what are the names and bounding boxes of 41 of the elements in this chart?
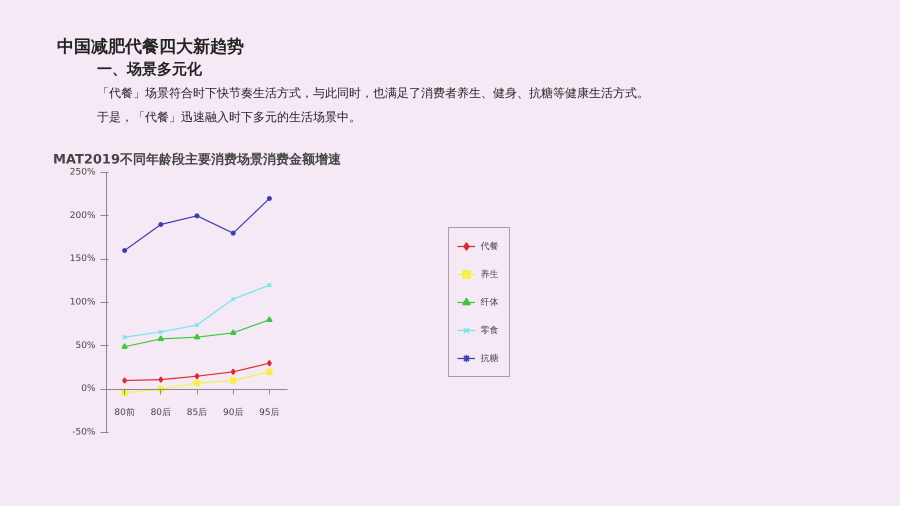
chart-title: MAT2019不同年龄段主要消费场景消费金额增速: [52, 152, 342, 168]
y-tick-label: 100%: [70, 298, 96, 308]
x-tick-label: 95后: [259, 407, 280, 418]
x-tick-label: 90后: [222, 407, 244, 418]
point: [122, 377, 128, 384]
point: [158, 329, 164, 334]
point: [266, 360, 272, 366]
point: [158, 221, 164, 228]
point: [230, 368, 236, 376]
x-tick-label: 85后: [186, 407, 208, 418]
legend-label: 抗糖: [480, 352, 500, 364]
point: [230, 377, 236, 384]
point: [230, 296, 236, 302]
point: [230, 329, 236, 336]
y-tick-label: 200%: [70, 210, 96, 221]
x-tick-label: 80后: [150, 407, 172, 418]
text: 一、场景多元化: [97, 59, 202, 80]
legend-label: 零食: [480, 324, 500, 336]
point: [194, 372, 200, 380]
point: [194, 322, 200, 328]
legend-label: 纤体: [480, 296, 500, 308]
point: [194, 334, 200, 340]
point: [194, 212, 200, 220]
point: [121, 343, 128, 349]
legend-label: 代餐: [480, 240, 500, 252]
point: [230, 230, 236, 236]
point: [158, 335, 164, 342]
y-tick-label: -50%: [72, 428, 96, 438]
point: [158, 376, 164, 383]
text: 中国减肥代餐四大新趋势: [57, 36, 244, 59]
point: [194, 380, 200, 386]
text: 「代餐」场景符合时下快节奏生活方式，与此同时，也满足了消费者养生、健身、抗糖等健康生活方式。: [97, 85, 649, 102]
point: [266, 368, 273, 376]
y-tick-label: 0%: [81, 384, 96, 394]
x-tick-label: 80前: [114, 407, 135, 418]
y-tick-label: 250%: [70, 168, 96, 178]
legend-label: 养生: [480, 268, 500, 280]
y-tick-label: 50%: [75, 340, 96, 351]
point: [266, 316, 273, 322]
text: 于是，「代餐」迅速融入时下多元的生活场景中。: [97, 109, 361, 126]
y-tick-label: 150%: [70, 254, 96, 264]
